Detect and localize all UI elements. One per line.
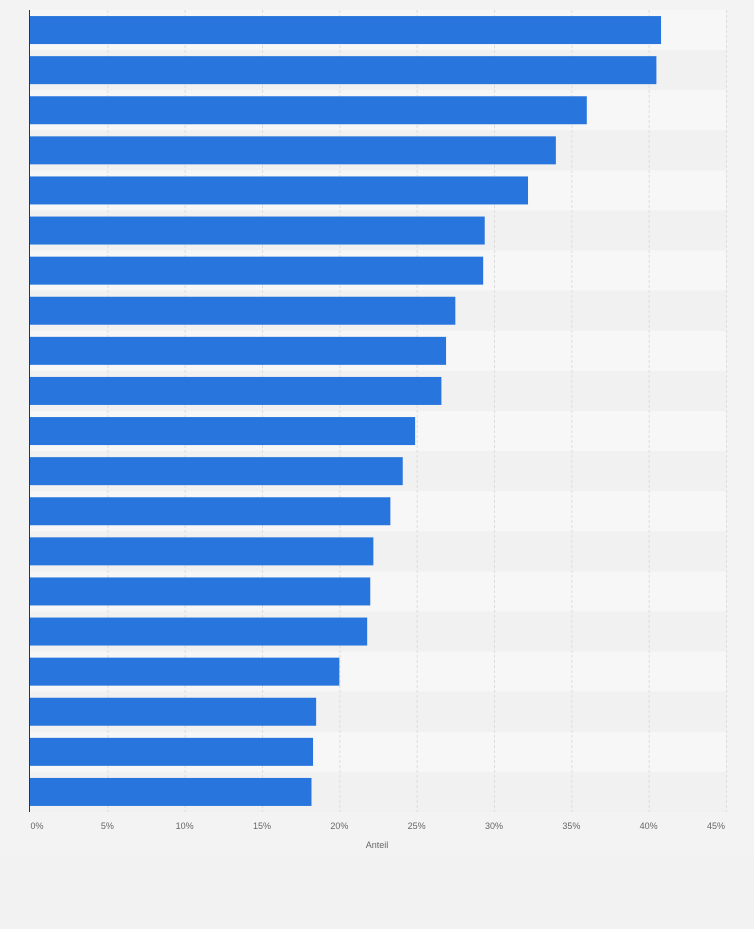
x-axis-title: Anteil <box>366 840 389 850</box>
bar[interactable] <box>30 336 447 365</box>
x-tick-label: 5% <box>101 821 114 831</box>
bar[interactable] <box>30 737 314 766</box>
bar[interactable] <box>30 657 340 686</box>
bars <box>30 16 662 806</box>
bar[interactable] <box>30 96 587 125</box>
bar-chart: 0% 5% 10% 15% 20% 25% 30% 35% 40% 45% Anteil <box>29 10 727 850</box>
bar[interactable] <box>30 216 485 245</box>
bar[interactable] <box>30 577 371 606</box>
bar[interactable] <box>30 617 368 646</box>
bar[interactable] <box>30 417 416 446</box>
footer-area <box>0 856 754 929</box>
x-tick-label: 0% <box>30 821 43 831</box>
x-tick-label: 45% <box>707 821 725 831</box>
bar[interactable] <box>30 376 442 405</box>
bar[interactable] <box>30 16 662 45</box>
x-tick-label: 30% <box>485 821 503 831</box>
row-bands <box>30 10 726 812</box>
x-tick-label: 35% <box>562 821 580 831</box>
bar[interactable] <box>30 537 374 566</box>
bar[interactable] <box>30 56 657 85</box>
x-tick-label: 15% <box>253 821 271 831</box>
bar[interactable] <box>30 777 312 806</box>
gridlines <box>107 10 727 812</box>
bar[interactable] <box>30 457 403 486</box>
x-tick-label: 10% <box>176 821 194 831</box>
bar[interactable] <box>30 256 484 285</box>
bar[interactable] <box>30 697 317 726</box>
bar[interactable] <box>30 497 391 526</box>
bar[interactable] <box>30 136 556 165</box>
x-tick-label: 25% <box>408 821 426 831</box>
x-tick-label: 20% <box>330 821 348 831</box>
x-tick-label: 40% <box>640 821 658 831</box>
x-axis-ticks: 0% 5% 10% 15% 20% 25% 30% 35% 40% 45% <box>30 821 725 831</box>
bar[interactable] <box>30 176 529 205</box>
bar[interactable] <box>30 296 456 325</box>
